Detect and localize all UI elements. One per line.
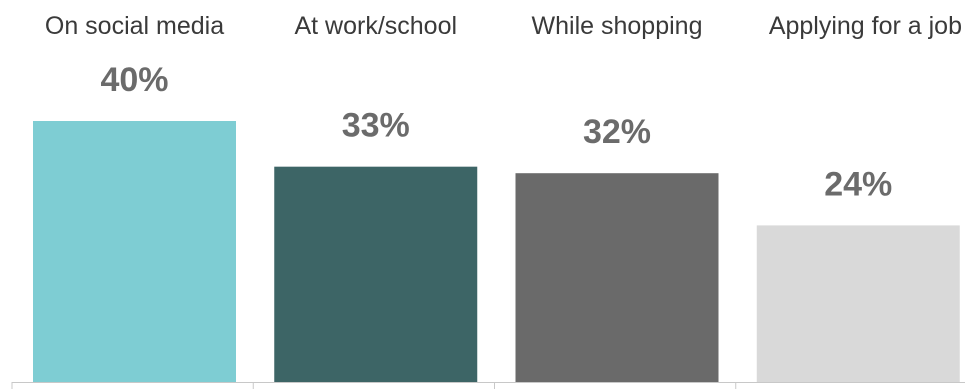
x-axis: [11, 382, 965, 389]
labels-layer: 40% On social media 33% At work/school 32% Wh…: [45, 12, 962, 203]
bar-1: [274, 166, 478, 382]
category-label-0: On social media: [45, 12, 224, 40]
bar-0: [33, 121, 236, 382]
value-label-2: 32%: [583, 113, 651, 151]
value-label-1: 33%: [342, 107, 410, 145]
value-label-0: 40%: [100, 61, 168, 99]
value-label-3: 24%: [824, 165, 892, 203]
category-label-1: At work/school: [294, 12, 457, 40]
bar-2: [515, 173, 719, 382]
category-label-2: While shopping: [532, 12, 703, 40]
bars-layer: [33, 121, 960, 382]
category-label-3: Applying for a job: [769, 12, 962, 40]
bar-3: [756, 225, 960, 382]
